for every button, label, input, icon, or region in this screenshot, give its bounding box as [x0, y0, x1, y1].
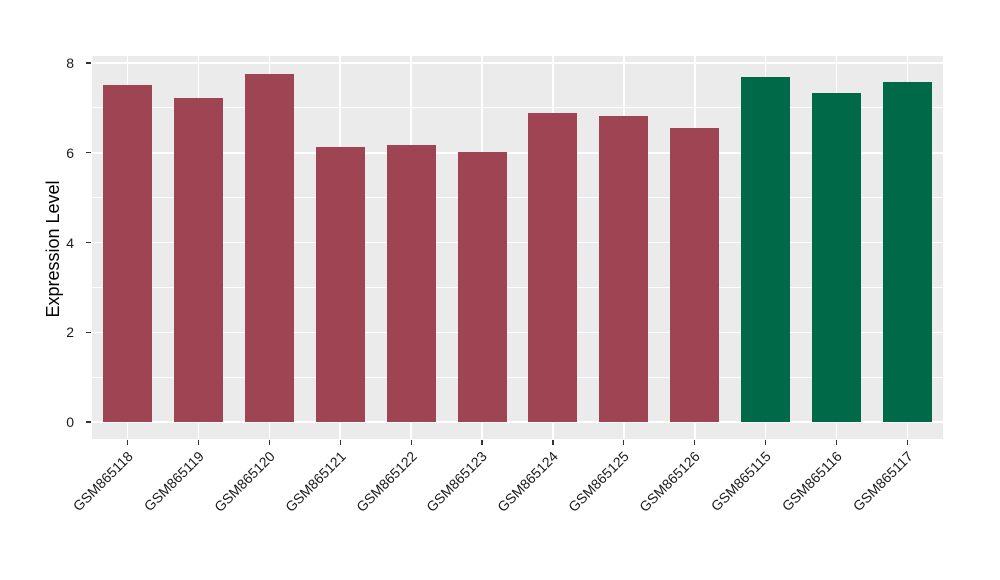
bar-GSM865123 [457, 152, 507, 422]
y-tick-mark-0 [86, 421, 91, 423]
bar-GSM865120 [244, 73, 294, 422]
y-tick-mark-4 [86, 241, 91, 244]
x-tick-label-GSM865119: GSM865119 [140, 448, 207, 515]
y-tick-label-2: 2 [66, 324, 74, 341]
bar-GSM865115 [741, 76, 791, 422]
bar-GSM865117 [883, 82, 933, 422]
x-tick-mark-GSM865121 [339, 440, 341, 445]
y-tick-mark-8 [86, 62, 91, 64]
x-tick-label-GSM865122: GSM865122 [352, 448, 420, 515]
gridline-minor-y-5 [92, 197, 943, 199]
bar-GSM865126 [670, 127, 720, 422]
gridline-minor-y-7 [92, 107, 943, 109]
y-tick-mark-6 [86, 152, 91, 154]
bar-GSM865116 [812, 93, 862, 422]
x-tick-label-GSM865126: GSM865126 [636, 448, 704, 515]
bar-GSM865124 [528, 112, 578, 422]
x-tick-mark-GSM865115 [765, 440, 767, 445]
bar-GSM865121 [315, 146, 365, 422]
x-tick-label-GSM865121: GSM865121 [281, 448, 349, 515]
x-tick-label-GSM865115: GSM865115 [707, 448, 775, 515]
gridline-major-y-0 [92, 421, 943, 423]
bar-GSM865125 [599, 115, 649, 422]
x-tick-mark-GSM865124 [552, 440, 554, 445]
x-tick-mark-GSM865118 [126, 440, 129, 445]
x-tick-label-GSM865124: GSM865124 [494, 448, 562, 515]
gridline-minor-y-3 [92, 286, 943, 288]
gridline-major-y-2 [92, 331, 943, 333]
x-tick-mark-GSM865123 [481, 440, 483, 445]
y-tick-label-6: 6 [66, 144, 74, 161]
x-tick-label-GSM865118: GSM865118 [69, 448, 136, 515]
x-tick-mark-GSM865122 [410, 440, 412, 445]
x-tick-label-GSM865123: GSM865123 [423, 448, 491, 515]
gridline-major-y-8 [92, 62, 943, 64]
x-tick-label-GSM865120: GSM865120 [210, 448, 278, 515]
gridline-minor-y-1 [92, 376, 943, 378]
gridline-major-y-6 [92, 152, 943, 154]
y-tick-label-8: 8 [66, 55, 74, 71]
x-tick-mark-GSM865126 [694, 440, 696, 445]
x-tick-mark-GSM865119 [197, 440, 199, 445]
y-tick-label-0: 0 [66, 414, 74, 430]
x-tick-mark-GSM865120 [268, 440, 270, 445]
bar-GSM865118 [102, 85, 152, 422]
x-tick-label-GSM865125: GSM865125 [565, 448, 633, 515]
x-tick-mark-GSM865116 [836, 440, 838, 445]
plot-panel [92, 56, 943, 439]
x-tick-label-GSM865117: GSM865117 [849, 448, 916, 515]
y-tick-mark-2 [86, 331, 91, 333]
bar-GSM865122 [386, 145, 436, 422]
x-tick-label-GSM865116: GSM865116 [778, 448, 845, 515]
y-tick-label-4: 4 [66, 234, 74, 251]
bar-GSM865119 [173, 97, 223, 422]
x-tick-mark-GSM865125 [623, 440, 625, 445]
gridline-major-y-4 [92, 241, 943, 244]
x-tick-mark-GSM865117 [906, 440, 909, 445]
